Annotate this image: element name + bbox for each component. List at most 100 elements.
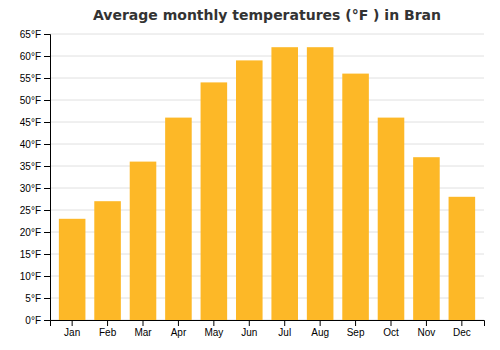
x-tick: Jan: [64, 320, 80, 338]
y-tick-label: 0°F: [25, 315, 41, 326]
x-tick: Aug: [311, 320, 329, 338]
x-tick: Jul: [278, 320, 291, 338]
y-tick-label: 45°F: [20, 117, 41, 128]
y-axis-line: [44, 35, 51, 321]
y-tick-mark: [44, 320, 50, 321]
bar: [94, 201, 121, 320]
x-tick-label: Sep: [347, 327, 365, 338]
bar: [449, 197, 476, 320]
bar: [413, 157, 440, 320]
x-tick-mark: [178, 320, 179, 326]
x-tick-mark: [143, 320, 144, 326]
grid: [50, 34, 484, 320]
y-tick: 65°F: [20, 29, 50, 40]
y-tick: 55°F: [20, 73, 50, 84]
x-tick-label: Aug: [311, 327, 329, 338]
grid-line: [50, 100, 484, 101]
y-tick: 25°F: [20, 205, 50, 216]
y-tick: 50°F: [20, 95, 50, 106]
x-tick-label: Jun: [241, 327, 257, 338]
x-tick: Jun: [241, 320, 257, 338]
x-tick: Dec: [453, 320, 471, 338]
y-tick-mark: [44, 188, 50, 189]
y-tick-mark: [44, 56, 50, 57]
y-tick-label: 30°F: [20, 183, 41, 194]
grid-line: [50, 122, 484, 123]
y-tick-label: 35°F: [20, 161, 41, 172]
x-tick-label: Apr: [171, 327, 187, 338]
x-tick-label: Jan: [64, 327, 80, 338]
x-tick-mark: [107, 320, 108, 326]
bar: [378, 118, 405, 320]
y-tick-mark: [44, 144, 50, 145]
y-tick: 15°F: [20, 249, 50, 260]
x-tick: Apr: [171, 320, 187, 338]
y-tick-mark: [44, 298, 50, 299]
bar: [130, 162, 157, 320]
x-tick-mark: [391, 320, 392, 326]
x-tick-mark: [284, 320, 285, 326]
x-tick: May: [204, 320, 223, 338]
y-tick: 10°F: [20, 271, 50, 282]
y-tick: 20°F: [20, 227, 50, 238]
bar: [307, 47, 334, 320]
x-tick-mark: [320, 320, 321, 326]
x-tick-mark: [249, 320, 250, 326]
y-tick: 5°F: [25, 293, 50, 304]
x-axis-line: [51, 321, 485, 327]
y-tick-mark: [44, 276, 50, 277]
y-tick-mark: [44, 232, 50, 233]
x-axis: Jan Feb Mar Apr May Jun Jul Aug Sep Oct Nov Dec: [51, 320, 485, 338]
y-tick-label: 10°F: [20, 271, 41, 282]
y-tick-mark: [44, 254, 50, 255]
grid-line: [50, 144, 484, 145]
bar: [271, 47, 298, 320]
x-tick-mark: [213, 320, 214, 326]
y-tick-mark: [44, 100, 50, 101]
x-tick-mark: [461, 320, 462, 326]
y-tick: 0°F: [25, 315, 50, 326]
x-tick-label: Nov: [418, 327, 436, 338]
y-tick-label: 40°F: [20, 139, 41, 150]
x-tick: Sep: [347, 320, 365, 338]
y-tick-label: 65°F: [20, 29, 41, 40]
bar: [59, 219, 86, 320]
x-tick-label: Jul: [278, 327, 291, 338]
y-tick-mark: [44, 166, 50, 167]
y-tick-mark: [44, 78, 50, 79]
y-tick-label: 60°F: [20, 51, 41, 62]
y-tick-label: 55°F: [20, 73, 41, 84]
bars: [59, 47, 475, 320]
x-tick-mark: [355, 320, 356, 326]
title: Average monthly temperatures (°F ) in Br…: [93, 7, 441, 23]
bar: [236, 60, 263, 320]
grid-line: [50, 78, 484, 79]
x-tick: Oct: [383, 320, 399, 338]
x-tick-label: May: [204, 327, 223, 338]
x-tick-mark: [72, 320, 73, 326]
y-tick-label: 15°F: [20, 249, 41, 260]
y-tick: 45°F: [20, 117, 50, 128]
chart: 0°F 5°F 10°F 15°F 20°F 25°F 30°F 35°F 40°F 45°F 50…: [0, 0, 500, 350]
y-tick: 35°F: [20, 161, 50, 172]
y-tick: 40°F: [20, 139, 50, 150]
y-tick-label: 50°F: [20, 95, 41, 106]
x-tick-label: Dec: [453, 327, 471, 338]
y-tick-label: 20°F: [20, 227, 41, 238]
x-tick: Mar: [134, 320, 152, 338]
x-tick: Nov: [418, 320, 436, 338]
y-tick-mark: [44, 122, 50, 123]
y-tick: 60°F: [20, 51, 50, 62]
x-tick-label: Mar: [134, 327, 152, 338]
y-tick-mark: [44, 34, 50, 35]
y-axis: 0°F 5°F 10°F 15°F 20°F 25°F 30°F 35°F 40°F 45°F 50…: [20, 29, 51, 326]
grid-line: [50, 56, 484, 57]
grid-line: [50, 34, 484, 35]
bar: [165, 118, 192, 320]
y-tick-label: 25°F: [20, 205, 41, 216]
y-tick-mark: [44, 210, 50, 211]
y-tick-label: 5°F: [25, 293, 41, 304]
x-tick-label: Feb: [99, 327, 117, 338]
x-tick-label: Oct: [383, 327, 399, 338]
bar: [201, 82, 228, 320]
